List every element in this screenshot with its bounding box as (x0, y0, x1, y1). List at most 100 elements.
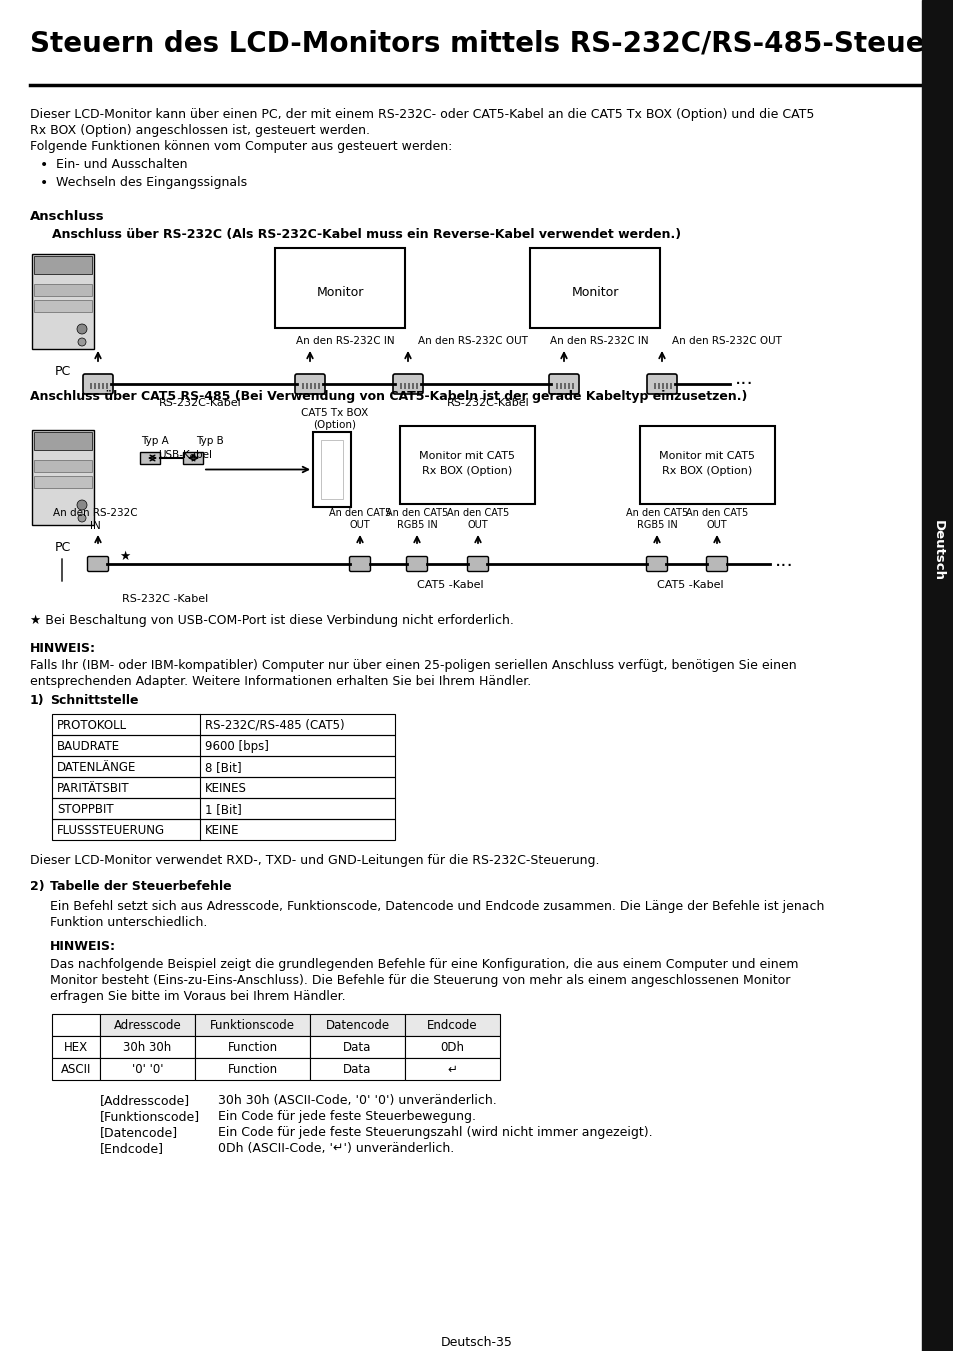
Text: An den RS-232C IN: An den RS-232C IN (295, 336, 395, 346)
Text: CAT5 -Kabel: CAT5 -Kabel (656, 580, 722, 590)
Text: STOPPBIT: STOPPBIT (57, 802, 113, 816)
Text: 9600 [bps]: 9600 [bps] (205, 740, 269, 753)
Circle shape (77, 324, 87, 334)
Bar (52, 1058, 100, 1079)
Bar (32, 254, 94, 349)
Text: Anschluss über CAT5 RS-485 (Bei Verwendung von CAT5-Kabeln ist der gerade Kabelt: Anschluss über CAT5 RS-485 (Bei Verwendu… (30, 390, 746, 403)
Bar (306, 382, 308, 389)
Text: erfragen Sie bitte im Voraus bei Ihrem Händler.: erfragen Sie bitte im Voraus bei Ihrem H… (50, 990, 345, 1002)
Bar (403, 382, 406, 389)
Bar (34, 459, 91, 471)
Text: 1 [Bit]: 1 [Bit] (205, 802, 241, 816)
Text: Funktion unterschiedlich.: Funktion unterschiedlich. (50, 916, 207, 929)
Text: Adresscode: Adresscode (113, 1019, 181, 1032)
Text: Typ B: Typ B (196, 436, 224, 446)
Text: Endcode: Endcode (427, 1019, 477, 1032)
Text: Rx BOX (Option): Rx BOX (Option) (661, 466, 752, 476)
Bar (52, 819, 395, 840)
Text: Ein- und Ausschalten: Ein- und Ausschalten (56, 158, 188, 172)
FancyBboxPatch shape (467, 557, 488, 571)
Bar (52, 713, 395, 735)
Bar (34, 300, 91, 312)
Text: Deutsch-35: Deutsch-35 (440, 1336, 513, 1350)
Text: An den CAT5: An den CAT5 (329, 508, 391, 517)
FancyBboxPatch shape (294, 374, 325, 394)
Bar (669, 382, 671, 389)
Text: 30h 30h (ASCII-Code, '0' '0') unveränderlich.: 30h 30h (ASCII-Code, '0' '0') unveränder… (218, 1094, 497, 1106)
Bar (52, 757, 395, 777)
Text: HEX: HEX (64, 1042, 88, 1054)
Text: Steuern des LCD-Monitors mittels RS-232C/RS-485-Steuerung: Steuern des LCD-Monitors mittels RS-232C… (30, 30, 953, 58)
Bar (274, 249, 405, 328)
Text: DATENLÄNGE: DATENLÄNGE (57, 761, 136, 774)
Text: PROTOKOLL: PROTOKOLL (57, 719, 127, 732)
Text: Monitor mit CAT5: Monitor mit CAT5 (419, 451, 515, 461)
FancyBboxPatch shape (548, 374, 578, 394)
Bar (399, 382, 401, 389)
FancyBboxPatch shape (349, 557, 370, 571)
Bar (98, 382, 100, 389)
Bar (405, 1058, 499, 1079)
Bar (658, 382, 659, 389)
Bar (317, 382, 319, 389)
Text: RGB5 IN: RGB5 IN (636, 520, 677, 530)
Bar (556, 382, 558, 389)
Text: An den RS-232C OUT: An den RS-232C OUT (671, 336, 781, 346)
Bar (665, 382, 667, 389)
Text: Dieser LCD-Monitor verwendet RXD-, TXD- und GND-Leitungen für die RS-232C-Steuer: Dieser LCD-Monitor verwendet RXD-, TXD- … (30, 854, 598, 867)
Text: ★: ★ (119, 550, 131, 562)
Text: ★ Bei Beschaltung von USB-COM-Port ist diese Verbindung nicht erforderlich.: ★ Bei Beschaltung von USB-COM-Port ist d… (30, 613, 514, 627)
Text: Rx BOX (Option): Rx BOX (Option) (422, 466, 512, 476)
Bar (34, 476, 91, 488)
Text: IN: IN (90, 521, 100, 531)
Text: RGB5 IN: RGB5 IN (396, 520, 436, 530)
Text: Ein Code für jede feste Steuerbewegung.: Ein Code für jede feste Steuerbewegung. (218, 1111, 476, 1123)
Bar (310, 1058, 405, 1079)
Bar (32, 430, 94, 526)
Bar (563, 382, 565, 389)
Text: FLUSSSTEUERUNG: FLUSSSTEUERUNG (57, 824, 165, 838)
Bar (102, 382, 104, 389)
Text: Dieser LCD-Monitor kann über einen PC, der mit einem RS-232C- oder CAT5-Kabel an: Dieser LCD-Monitor kann über einen PC, d… (30, 108, 814, 122)
Text: An den RS-232C OUT: An den RS-232C OUT (417, 336, 527, 346)
Bar (34, 255, 91, 274)
Circle shape (78, 513, 86, 521)
Circle shape (78, 338, 86, 346)
Text: Function: Function (227, 1042, 277, 1054)
Bar (183, 453, 203, 463)
Text: '0' '0': '0' '0' (132, 1063, 163, 1075)
Text: Function: Function (227, 1063, 277, 1075)
Text: Anschluss: Anschluss (30, 209, 105, 223)
Bar (90, 382, 91, 389)
Text: An den RS-232C: An den RS-232C (52, 508, 137, 517)
Bar (661, 382, 663, 389)
Bar (416, 382, 417, 389)
Bar (310, 1036, 405, 1058)
Text: Wechseln des Eingangssignals: Wechseln des Eingangssignals (56, 176, 247, 189)
Text: 2): 2) (30, 880, 45, 893)
Text: •: • (40, 158, 49, 172)
Text: OUT: OUT (350, 520, 370, 530)
Text: (Option): (Option) (314, 420, 356, 430)
Text: [Addresscode]: [Addresscode] (100, 1094, 190, 1106)
Bar (52, 1015, 100, 1036)
Text: PC: PC (55, 365, 71, 378)
Bar (140, 453, 160, 463)
Bar (921, 0, 953, 1351)
Text: [Funktionscode]: [Funktionscode] (100, 1111, 200, 1123)
Bar (106, 382, 108, 389)
Text: ↵: ↵ (447, 1063, 456, 1075)
Bar (405, 1036, 499, 1058)
Bar (310, 1015, 405, 1036)
FancyBboxPatch shape (406, 557, 427, 571)
Text: 0Dh (ASCII-Code, '↵') unveränderlich.: 0Dh (ASCII-Code, '↵') unveränderlich. (218, 1142, 454, 1155)
Text: Monitor besteht (Eins-zu-Eins-Anschluss). Die Befehle für die Steuerung von mehr: Monitor besteht (Eins-zu-Eins-Anschluss)… (50, 974, 789, 988)
Text: OUT: OUT (706, 520, 726, 530)
FancyBboxPatch shape (646, 557, 667, 571)
Text: Monitor: Monitor (316, 286, 363, 300)
Bar (320, 440, 343, 499)
Text: HINWEIS:: HINWEIS: (30, 642, 96, 655)
Text: Anschluss über RS-232C (Als RS-232C-Kabel muss ein Reverse-Kabel verwendet werde: Anschluss über RS-232C (Als RS-232C-Kabe… (52, 228, 680, 240)
Text: Rx BOX (Option) angeschlossen ist, gesteuert werden.: Rx BOX (Option) angeschlossen ist, geste… (30, 124, 370, 136)
Bar (52, 777, 395, 798)
